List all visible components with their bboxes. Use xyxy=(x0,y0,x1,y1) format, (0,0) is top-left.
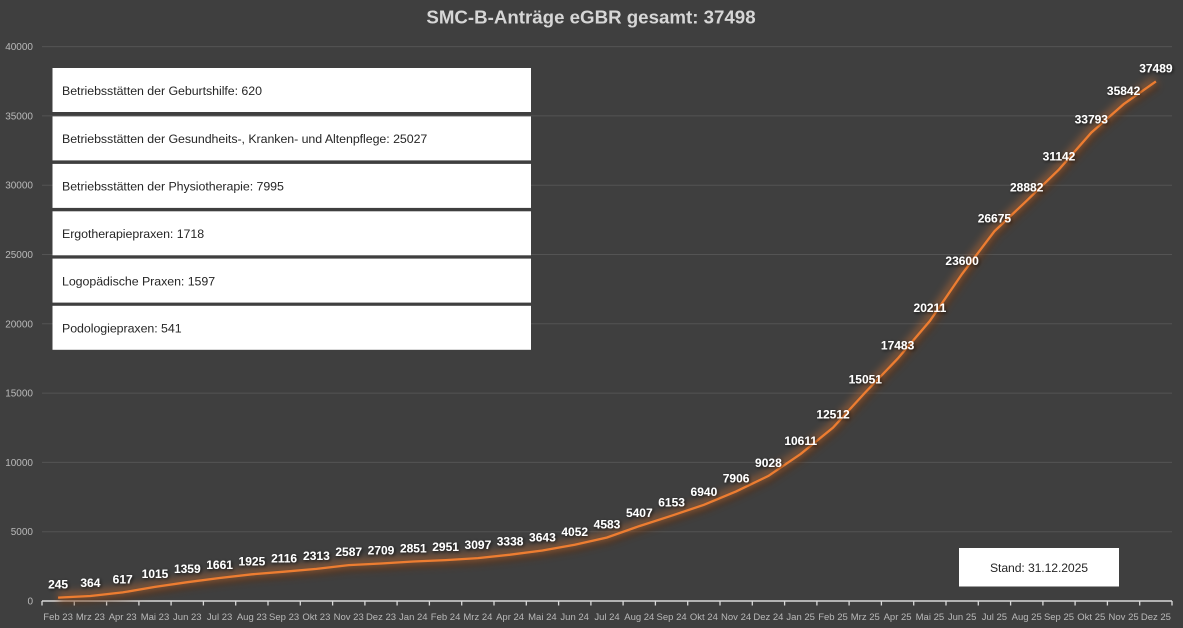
svg-text:Sep 24: Sep 24 xyxy=(657,612,687,623)
svg-text:Logopädische Praxen: 1597: Logopädische Praxen: 1597 xyxy=(62,274,215,288)
svg-text:1661: 1661 xyxy=(206,558,233,572)
svg-text:Podologiepraxen: 541: Podologiepraxen: 541 xyxy=(62,322,182,336)
svg-text:Feb 25: Feb 25 xyxy=(818,612,848,623)
svg-text:25000: 25000 xyxy=(5,250,33,261)
svg-text:Apr 23: Apr 23 xyxy=(109,612,137,623)
svg-text:Jan 24: Jan 24 xyxy=(399,612,428,623)
svg-text:Dez 23: Dez 23 xyxy=(366,612,396,623)
svg-text:2709: 2709 xyxy=(368,544,395,558)
svg-text:Mai 25: Mai 25 xyxy=(916,612,945,623)
svg-text:Mai 24: Mai 24 xyxy=(528,612,557,623)
svg-text:5000: 5000 xyxy=(11,527,34,538)
svg-text:Okt 25: Okt 25 xyxy=(1077,612,1105,623)
svg-text:Okt 23: Okt 23 xyxy=(302,612,330,623)
svg-text:15051: 15051 xyxy=(849,372,883,386)
svg-text:1925: 1925 xyxy=(239,554,266,568)
svg-text:Mrz 23: Mrz 23 xyxy=(76,612,105,623)
svg-text:617: 617 xyxy=(113,572,133,586)
svg-text:20000: 20000 xyxy=(5,319,33,330)
svg-text:31142: 31142 xyxy=(1043,149,1076,163)
svg-text:Nov 23: Nov 23 xyxy=(334,612,364,623)
svg-text:35842: 35842 xyxy=(1107,84,1141,98)
svg-text:Mrz 24: Mrz 24 xyxy=(463,612,492,623)
svg-text:Jul 23: Jul 23 xyxy=(207,612,232,623)
svg-text:Stand: 31.12.2025: Stand: 31.12.2025 xyxy=(990,561,1088,575)
svg-text:Apr 25: Apr 25 xyxy=(884,612,912,623)
svg-text:1359: 1359 xyxy=(174,562,201,576)
svg-text:6940: 6940 xyxy=(691,485,718,499)
svg-text:Betriebsstätten der Geburtshil: Betriebsstätten der Geburtshilfe: 620 xyxy=(62,84,262,98)
svg-text:Ergotherapiepraxen: 1718: Ergotherapiepraxen: 1718 xyxy=(62,227,204,241)
svg-text:10611: 10611 xyxy=(784,434,817,448)
svg-text:Apr 24: Apr 24 xyxy=(496,612,524,623)
svg-text:15000: 15000 xyxy=(5,389,33,400)
svg-text:2116: 2116 xyxy=(271,552,297,566)
svg-text:4583: 4583 xyxy=(594,518,621,532)
svg-text:Jun 24: Jun 24 xyxy=(560,612,589,623)
svg-text:28882: 28882 xyxy=(1010,181,1044,195)
svg-text:23600: 23600 xyxy=(945,254,979,268)
svg-text:Aug 23: Aug 23 xyxy=(237,612,267,623)
svg-text:Aug 24: Aug 24 xyxy=(624,612,654,623)
svg-text:1015: 1015 xyxy=(142,567,169,581)
svg-text:3097: 3097 xyxy=(465,538,492,552)
svg-text:Mrz 25: Mrz 25 xyxy=(851,612,880,623)
svg-text:Jun 25: Jun 25 xyxy=(948,612,977,623)
svg-text:20211: 20211 xyxy=(914,301,947,315)
svg-text:9028: 9028 xyxy=(755,456,782,470)
svg-text:245: 245 xyxy=(48,578,68,592)
svg-text:Feb 24: Feb 24 xyxy=(431,612,461,623)
svg-text:Dez 24: Dez 24 xyxy=(753,612,783,623)
svg-text:Nov 25: Nov 25 xyxy=(1109,612,1139,623)
svg-text:Jun 23: Jun 23 xyxy=(173,612,202,623)
svg-text:SMC-B-Anträge eGBR gesamt: 374: SMC-B-Anträge eGBR gesamt: 37498 xyxy=(426,7,755,28)
svg-text:Jul 25: Jul 25 xyxy=(982,612,1007,623)
svg-text:26675: 26675 xyxy=(978,211,1012,225)
svg-text:4052: 4052 xyxy=(561,525,588,539)
svg-text:6153: 6153 xyxy=(658,496,685,510)
svg-text:Nov 24: Nov 24 xyxy=(721,612,751,623)
svg-text:Betriebsstätten der Physiother: Betriebsstätten der Physiotherapie: 7995 xyxy=(62,180,284,194)
svg-text:Jul 24: Jul 24 xyxy=(594,612,619,623)
svg-text:2851: 2851 xyxy=(400,542,427,556)
svg-text:Okt 24: Okt 24 xyxy=(690,612,718,623)
svg-text:30000: 30000 xyxy=(5,181,33,192)
svg-text:Mai 23: Mai 23 xyxy=(141,612,170,623)
svg-text:Jan 25: Jan 25 xyxy=(786,612,815,623)
svg-text:Betriebsstätten der Gesundheit: Betriebsstätten der Gesundheits-, Kranke… xyxy=(62,132,427,146)
svg-text:Feb 23: Feb 23 xyxy=(43,612,73,623)
svg-text:2313: 2313 xyxy=(303,549,330,563)
svg-text:17483: 17483 xyxy=(881,339,915,353)
svg-text:10000: 10000 xyxy=(5,458,33,469)
svg-text:5407: 5407 xyxy=(626,506,653,520)
svg-text:7906: 7906 xyxy=(723,471,750,485)
svg-text:Dez 25: Dez 25 xyxy=(1141,612,1171,623)
svg-text:3643: 3643 xyxy=(529,531,556,545)
svg-text:Sep 23: Sep 23 xyxy=(269,612,299,623)
svg-text:Sep 25: Sep 25 xyxy=(1044,612,1074,623)
svg-text:12512: 12512 xyxy=(816,408,850,422)
svg-text:40000: 40000 xyxy=(5,42,33,53)
svg-text:35000: 35000 xyxy=(5,111,33,122)
svg-text:0: 0 xyxy=(27,597,33,608)
svg-text:364: 364 xyxy=(80,576,100,590)
svg-text:2951: 2951 xyxy=(432,540,459,554)
svg-text:2587: 2587 xyxy=(335,545,362,559)
svg-text:37489: 37489 xyxy=(1139,61,1173,75)
svg-text:Aug 25: Aug 25 xyxy=(1012,612,1042,623)
svg-text:3338: 3338 xyxy=(497,535,524,549)
svg-text:33793: 33793 xyxy=(1075,113,1109,127)
